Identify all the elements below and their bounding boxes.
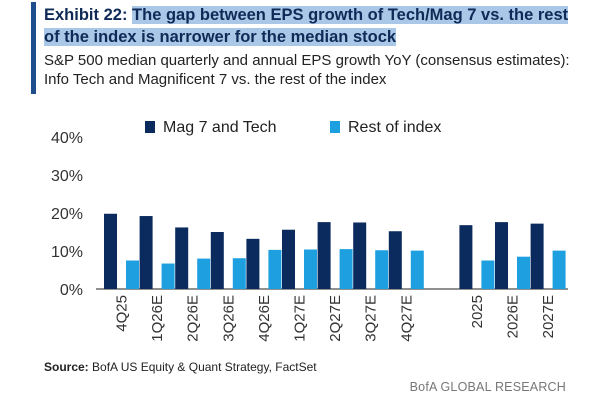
bar-rest-of-index — [268, 249, 282, 289]
x-tick-label: 2Q27E — [327, 295, 344, 342]
bar-mag7-tech — [317, 222, 331, 289]
bar-mag7-tech — [530, 223, 544, 289]
bar-mag7-tech — [246, 238, 260, 289]
x-tick-label: 2026E — [505, 295, 522, 338]
bar-rest-of-index — [517, 256, 530, 289]
bar-rest-of-index — [410, 250, 424, 289]
bar-rest-of-index — [304, 249, 317, 289]
x-tick-label: 2027E — [540, 295, 557, 338]
x-tick-label: 4Q26E — [256, 295, 273, 342]
bar-rest-of-index — [375, 250, 389, 289]
y-tick-label: 40% — [51, 130, 83, 147]
accent-bar — [31, 2, 36, 94]
bar-mag7-tech — [388, 231, 402, 289]
bar-rest-of-index — [161, 263, 175, 289]
y-tick-label: 0% — [60, 282, 83, 299]
x-tick-label: 4Q27E — [398, 295, 415, 342]
bar-chart: 0% 10% 20% 30% 40% 4Q25 1Q26E 2Q26E 3Q26E 4Q26E 1Q… — [51, 119, 568, 342]
bar-mag7-tech — [139, 216, 153, 289]
x-tick-label: 3Q26E — [220, 295, 237, 342]
bar-rest-of-index — [232, 258, 246, 289]
bar-mag7-tech — [282, 229, 295, 289]
bar-rest-of-index — [197, 258, 211, 289]
x-tick-label: 1Q26E — [149, 295, 166, 342]
y-tick-label: 20% — [51, 206, 83, 223]
brand-label: BofA GLOBAL RESEARCH — [409, 380, 566, 394]
bar-mag7-tech — [104, 213, 117, 289]
x-tick-label: 2Q26E — [185, 295, 202, 342]
legend-rest-of-index-label: Rest of index — [348, 119, 441, 136]
bar-mag7-tech — [353, 222, 367, 289]
bar-mag7-tech — [495, 222, 508, 289]
x-tick-label: 3Q27E — [363, 295, 380, 342]
x-tick-label: 4Q25 — [114, 295, 131, 332]
y-tick-label: 30% — [51, 168, 83, 185]
exhibit-label: Exhibit 22: — [44, 6, 128, 24]
legend-mag7-tech-swatch — [145, 121, 155, 133]
source-label: Source: — [44, 360, 89, 374]
bar-rest-of-index — [481, 260, 495, 289]
bar-mag7-tech — [175, 227, 189, 289]
legend-rest-of-index-swatch — [330, 121, 340, 133]
bar-mag7-tech — [459, 225, 473, 289]
bar-mag7-tech — [210, 232, 224, 289]
bar-rest-of-index — [552, 250, 566, 289]
x-tick-label: 2025 — [469, 295, 486, 328]
exhibit-subtitle: S&P 500 median quarterly and annual EPS … — [44, 52, 570, 88]
y-tick-label: 10% — [51, 244, 83, 261]
bar-rest-of-index — [126, 260, 139, 289]
exhibit-header: Exhibit 22: The gap between EPS growth o… — [44, 4, 584, 89]
legend-mag7-tech-label: Mag 7 and Tech — [163, 119, 277, 136]
bar-rest-of-index — [339, 249, 353, 289]
x-tick-label: 1Q27E — [292, 295, 309, 342]
source-text: BofA US Equity & Quant Strategy, FactSet — [92, 360, 317, 374]
source-note: Source: BofA US Equity & Quant Strategy,… — [44, 360, 317, 374]
exhibit-title: Exhibit 22: The gap between EPS growth o… — [44, 4, 584, 48]
